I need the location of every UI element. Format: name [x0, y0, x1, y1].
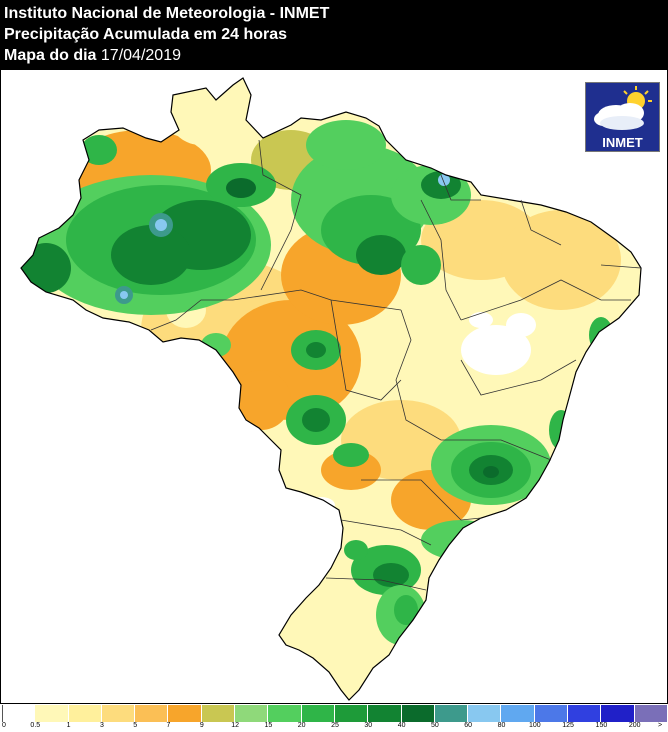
legend-tick-label: 150 [596, 722, 608, 729]
legend-swatch [535, 705, 568, 722]
legend-tick-label: 0 [2, 722, 6, 729]
brazil-precipitation-svg [1, 70, 668, 703]
legend-tick-label: 30 [364, 722, 372, 729]
legend-tick-label: 0.5 [30, 722, 40, 729]
legend-swatch [69, 705, 102, 722]
legend-swatch [635, 705, 668, 722]
legend-tick-label: 5 [133, 722, 137, 729]
map-date-label: Mapa do dia [4, 47, 96, 64]
legend-swatch [235, 705, 268, 722]
legend-tick-label: > [658, 722, 662, 729]
legend-tick-label: 80 [498, 722, 506, 729]
map-date-line: Mapa do dia 17/04/2019 [4, 45, 668, 66]
legend-tick-label: 60 [464, 722, 472, 729]
legend-tick-label: 40 [398, 722, 406, 729]
legend-swatch [368, 705, 401, 722]
map-subtitle: Precipitação Acumulada em 24 horas [4, 24, 668, 45]
legend-tick-label: 200 [629, 722, 641, 729]
legend-tick-label: 12 [231, 722, 239, 729]
institute-title: Instituto Nacional de Meteorologia - INM… [4, 3, 668, 24]
legend-swatch [202, 705, 235, 722]
legend-tick-label: 9 [200, 722, 204, 729]
legend-swatch [468, 705, 501, 722]
legend-swatch [168, 705, 201, 722]
precipitation-legend: 0 0.5 1 3 5 7 9 12 15 20 25 30 40 50 60 80 100 125 150 200 > [0, 703, 668, 731]
legend-swatch [601, 705, 634, 722]
legend-tick-label: 7 [167, 722, 171, 729]
legend-tick-label: 25 [331, 722, 339, 729]
legend-swatch [302, 705, 335, 722]
precipitation-map [0, 70, 668, 703]
legend-swatch [135, 705, 168, 722]
legend-color-scale [2, 705, 668, 722]
legend-swatch [435, 705, 468, 722]
legend-swatch [35, 705, 68, 722]
inmet-logo: INMET [585, 82, 660, 152]
legend-swatch [102, 705, 135, 722]
legend-tick-label: 15 [264, 722, 272, 729]
legend-tick-label: 125 [562, 722, 574, 729]
legend-swatch [501, 705, 534, 722]
legend-tick-label: 20 [298, 722, 306, 729]
legend-tick-label: 3 [100, 722, 104, 729]
inmet-logo-text: INMET [586, 135, 659, 150]
legend-tick-label: 50 [431, 722, 439, 729]
legend-tick-label: 100 [529, 722, 541, 729]
legend-swatch [2, 705, 35, 722]
legend-swatch [268, 705, 301, 722]
legend-swatch [335, 705, 368, 722]
legend-swatch [402, 705, 435, 722]
legend-tick-label: 1 [67, 722, 71, 729]
map-date: 17/04/2019 [101, 47, 181, 64]
legend-swatch [568, 705, 601, 722]
map-header: Instituto Nacional de Meteorologia - INM… [0, 0, 668, 70]
